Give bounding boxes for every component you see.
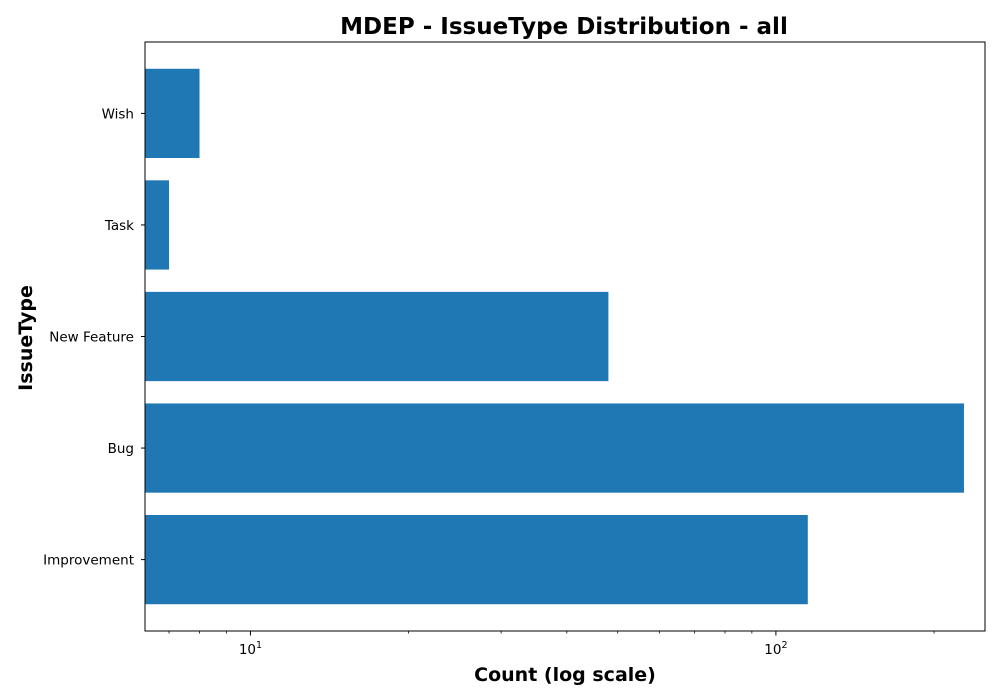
x-tick-base: 10: [239, 642, 256, 658]
bar-bug: [145, 403, 964, 493]
x-axis-ticks: 101 102: [168, 631, 935, 658]
y-tick-label: Improvement: [43, 553, 134, 569]
x-tick-exponent: 2: [781, 640, 787, 651]
x-tick-base: 10: [764, 642, 781, 658]
bar-new-feature: [145, 291, 609, 382]
x-tick-exponent: 1: [256, 640, 262, 651]
bars-group: [145, 68, 964, 605]
bar-task: [145, 180, 170, 270]
y-tick-label: Task: [104, 218, 134, 234]
y-axis-label: IssueType: [15, 285, 37, 391]
y-tick-label: Bug: [108, 441, 134, 457]
y-axis-ticks: Improvement Bug New Feature Task Wish: [43, 106, 145, 569]
x-tick-label: 102: [764, 640, 787, 658]
y-tick-label: New Feature: [49, 330, 134, 346]
x-tick-label: 101: [239, 640, 262, 658]
bar-improvement: [145, 514, 808, 605]
x-axis-label: Count (log scale): [474, 664, 656, 686]
chart-title: MDEP - IssueType Distribution - all: [340, 14, 788, 40]
y-tick-label: Wish: [102, 106, 134, 122]
bar-wish: [145, 68, 200, 159]
